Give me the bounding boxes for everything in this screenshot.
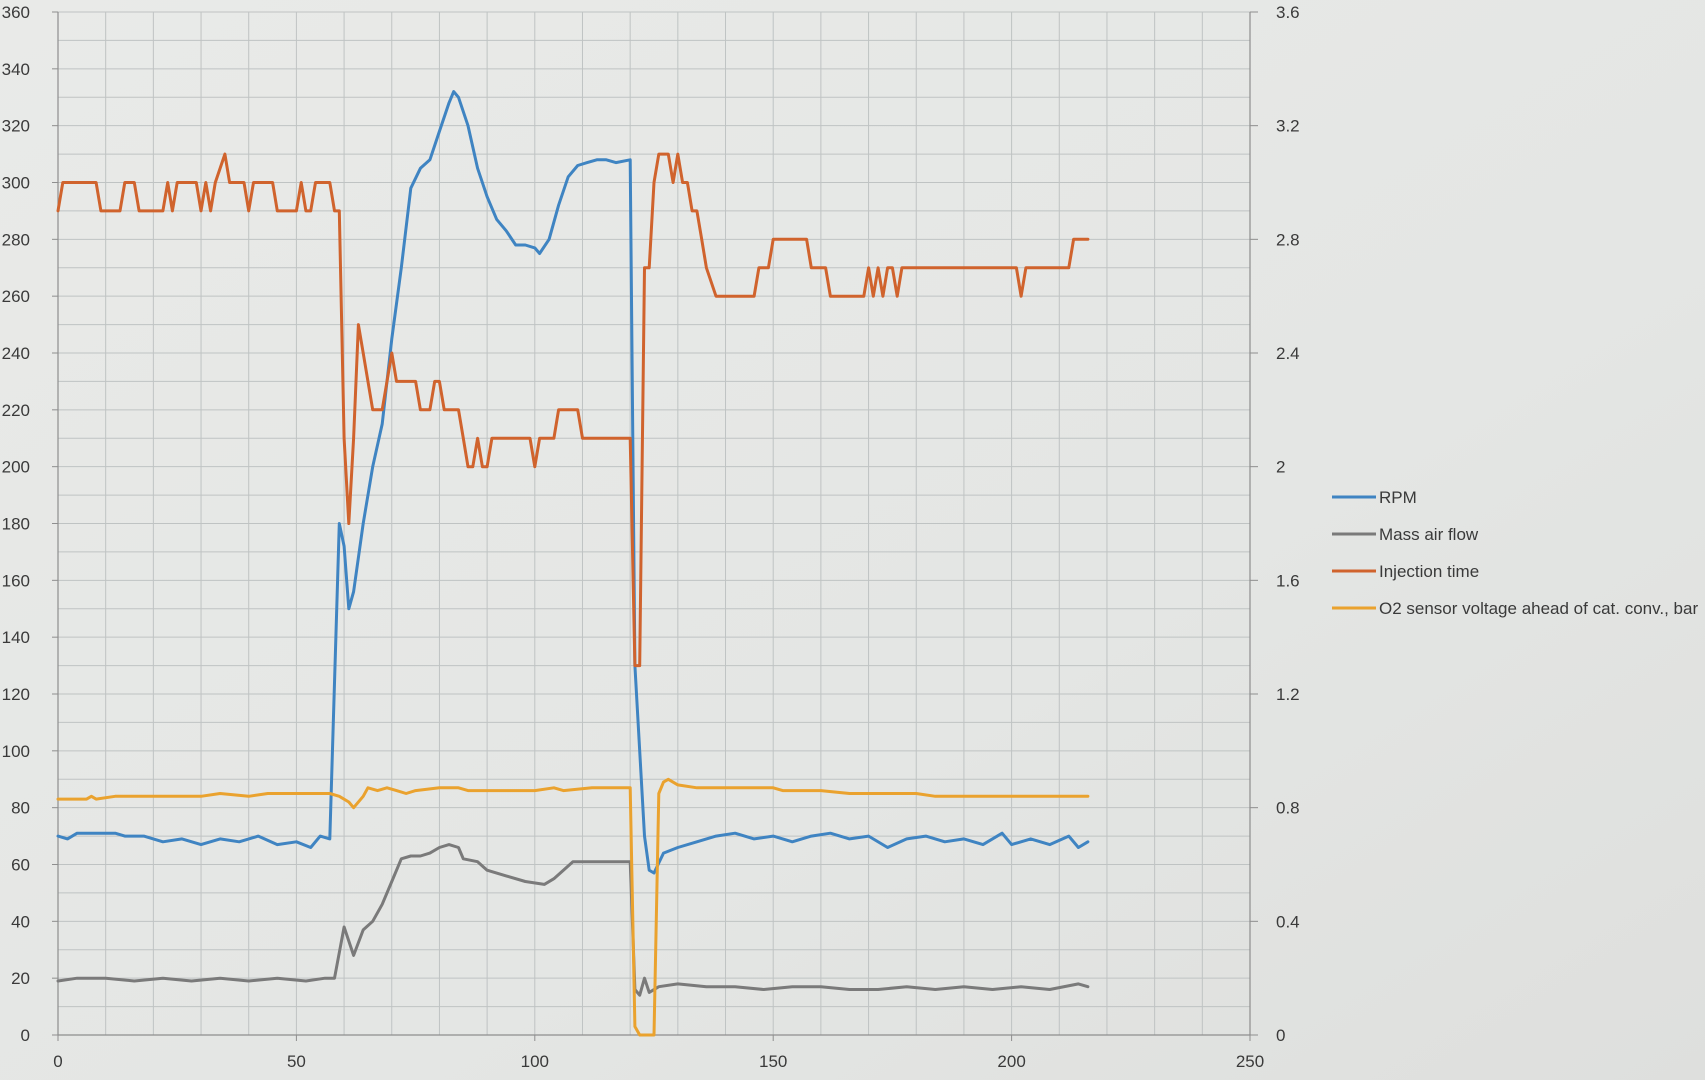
x-tick-label: 150 — [759, 1052, 787, 1071]
y-right-tick-label: 3.6 — [1276, 3, 1300, 22]
y-right-tick-label: 0.8 — [1276, 799, 1300, 818]
y-left-tick-label: 0 — [21, 1026, 30, 1045]
y-right-tick-label: 1.2 — [1276, 685, 1300, 704]
y-right-tick-label: 3.2 — [1276, 117, 1300, 136]
y-left-tick-label: 60 — [11, 856, 30, 875]
y-left-tick-label: 360 — [2, 3, 30, 22]
y-left-tick-label: 180 — [2, 515, 30, 534]
y-right-tick-label: 0 — [1276, 1026, 1285, 1045]
series-line-mass-air-flow — [56, 843, 1090, 997]
y-left-tick-label: 220 — [2, 401, 30, 420]
y-left-tick-label: 320 — [2, 117, 30, 136]
x-tick-label: 250 — [1236, 1052, 1264, 1071]
y-left-tick-label: 40 — [11, 912, 30, 931]
x-tick-label: 0 — [53, 1052, 62, 1071]
y-left-tick-label: 100 — [2, 742, 30, 761]
y-left-tick-label: 80 — [11, 799, 30, 818]
y-left-tick-label: 240 — [2, 344, 30, 363]
x-tick-label: 100 — [521, 1052, 549, 1071]
legend-label-o2-sensor-voltage-ahead-of-cat-conv-bar: O2 sensor voltage ahead of cat. conv., b… — [1379, 599, 1698, 618]
y-left-tick-label: 300 — [2, 174, 30, 193]
x-tick-label: 200 — [997, 1052, 1025, 1071]
series-line-injection-time — [56, 152, 1090, 668]
series-line-rpm — [56, 90, 1090, 875]
y-left-tick-label: 20 — [11, 969, 30, 988]
legend: RPM Mass air flow Injection time O2 sensor … — [1332, 488, 1698, 618]
legend-label-rpm: RPM — [1379, 488, 1417, 507]
y-right-tick-label: 2.8 — [1276, 230, 1300, 249]
legend-label-mass-air-flow: Mass air flow — [1379, 525, 1479, 544]
series-lines — [56, 90, 1090, 1037]
x-tick-label: 50 — [287, 1052, 306, 1071]
legend-label-injection-time: Injection time — [1379, 562, 1479, 581]
y-left-tick-label: 280 — [2, 230, 30, 249]
axes: 0204060801001201401601802002202402602803… — [2, 3, 1300, 1071]
y-left-tick-label: 260 — [2, 287, 30, 306]
y-left-tick-label: 160 — [2, 571, 30, 590]
y-left-tick-label: 200 — [2, 458, 30, 477]
gridlines — [57, 11, 1251, 1036]
y-left-tick-label: 120 — [2, 685, 30, 704]
y-right-tick-label: 1.6 — [1276, 571, 1300, 590]
y-left-tick-label: 140 — [2, 628, 30, 647]
y-left-tick-label: 340 — [2, 60, 30, 79]
series-line-o2-sensor-voltage-ahead-of-cat-conv-bar — [56, 777, 1090, 1037]
y-right-tick-label: 2.4 — [1276, 344, 1300, 363]
y-right-tick-label: 0.4 — [1276, 912, 1300, 931]
y-right-tick-label: 2 — [1276, 458, 1285, 477]
